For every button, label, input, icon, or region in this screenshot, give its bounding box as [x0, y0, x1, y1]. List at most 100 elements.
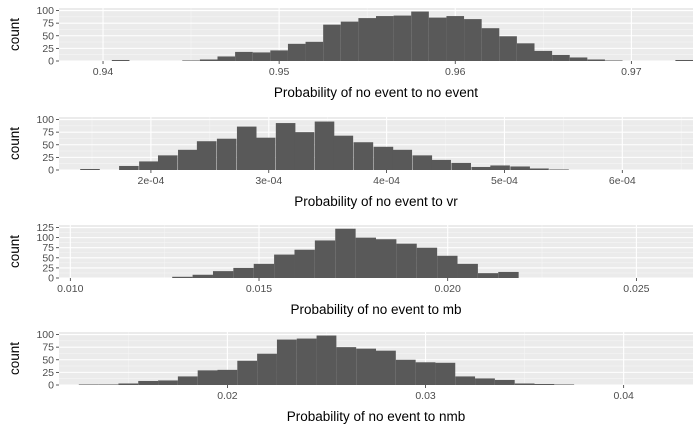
histogram-bar — [314, 240, 336, 278]
y-tick-label: 25 — [42, 43, 54, 55]
histogram-bar — [197, 370, 218, 385]
histogram-bar — [475, 378, 495, 385]
x-tick-label: 0.96 — [445, 66, 466, 78]
histogram-bar — [477, 273, 499, 278]
histogram-bar — [455, 376, 476, 385]
histogram-bar — [549, 169, 569, 170]
y-tick-label: 25 — [42, 152, 54, 164]
histogram-bar — [270, 50, 288, 61]
histogram-bar — [111, 59, 130, 61]
y-tick-label: 100 — [36, 5, 54, 17]
x-tick-label: 0.97 — [621, 66, 642, 78]
y-tick-label: 75 — [42, 18, 54, 30]
x-tick-label: 0.020 — [435, 283, 461, 295]
histogram-bar — [217, 369, 238, 385]
y-axis-title: count — [7, 235, 22, 268]
x-tick-label: 0.95 — [269, 66, 290, 78]
x-axis-title: Probability of no event to nmb — [287, 409, 466, 424]
histogram-bar — [296, 338, 317, 385]
histogram-bar — [604, 60, 623, 61]
histogram-bar — [393, 15, 412, 62]
histogram-bar — [314, 121, 335, 170]
histogram-bar — [376, 16, 394, 61]
y-axis-title: count — [7, 342, 22, 375]
x-axis-title: Probability of no event to mb — [290, 302, 461, 317]
histogram-bar — [376, 350, 396, 385]
histogram-bar — [275, 123, 296, 170]
histogram-bar — [233, 267, 254, 278]
histogram-bar — [253, 263, 275, 278]
histogram-bar — [498, 271, 519, 278]
histogram-bar — [158, 380, 178, 385]
y-tick-label: 0 — [48, 273, 54, 285]
histogram-bar — [157, 155, 178, 170]
y-tick-label: 0 — [48, 380, 54, 392]
histogram-bar — [305, 41, 324, 61]
histogram-bar — [287, 43, 306, 61]
histogram-bar — [494, 379, 515, 385]
y-tick-label: 50 — [42, 139, 54, 151]
y-tick-label: 75 — [42, 127, 54, 139]
histogram-bar — [196, 141, 217, 170]
x-tick-label: 3e-04 — [255, 175, 282, 187]
histogram-bar — [457, 263, 478, 278]
histogram-bar — [516, 43, 535, 61]
histogram-bar — [172, 276, 193, 278]
histogram-bar — [216, 138, 237, 170]
x-tick-label: 0.025 — [623, 283, 649, 295]
histogram-bar — [675, 59, 693, 61]
histogram-bar — [212, 271, 234, 278]
x-tick-label: 4e-04 — [373, 175, 400, 187]
x-tick-label: 0.04 — [613, 390, 634, 402]
histogram-bar — [178, 149, 198, 170]
histogram-bar — [323, 24, 341, 61]
y-tick-label: 0 — [48, 165, 54, 177]
y-axis-title: count — [7, 127, 22, 160]
x-tick-label: 0.03 — [415, 390, 436, 402]
histogram-bar — [554, 384, 575, 385]
histogram-bar — [98, 384, 119, 385]
histogram-bar — [252, 52, 271, 61]
histogram-bar — [316, 335, 337, 385]
histogram-bar — [435, 362, 456, 385]
histogram-bar — [353, 142, 374, 170]
histogram-bar — [139, 161, 159, 170]
histogram-bar — [376, 239, 397, 278]
histogram-bar — [255, 137, 276, 170]
histogram-bar — [392, 149, 413, 170]
y-tick-label: 0 — [48, 56, 54, 68]
x-tick-label: 0.02 — [217, 390, 238, 402]
y-tick-label: 100 — [36, 232, 54, 244]
histogram-bar — [416, 247, 438, 278]
y-tick-label: 125 — [36, 222, 54, 234]
histogram-bar — [355, 237, 376, 278]
histogram-bar — [192, 274, 213, 278]
y-tick-label: 100 — [36, 329, 54, 341]
histogram-bar — [437, 255, 458, 278]
histogram-bar — [257, 353, 277, 385]
y-tick-label: 50 — [42, 354, 54, 366]
histogram-bar — [294, 249, 315, 278]
y-tick-label: 25 — [42, 367, 54, 379]
histogram-bar — [373, 146, 394, 170]
histogram-bar — [237, 360, 258, 385]
histogram-bar — [534, 50, 553, 61]
histogram-bar — [395, 359, 416, 385]
histogram-bar — [587, 59, 605, 61]
histogram-bar — [499, 36, 517, 61]
histogram-bar — [333, 135, 354, 170]
histogram-bar — [274, 254, 295, 278]
x-tick-label: 0.015 — [246, 283, 272, 295]
histogram-bar — [415, 362, 436, 385]
histogram-bar — [412, 155, 433, 170]
histogram-bar — [340, 21, 359, 61]
histogram-bar — [118, 383, 139, 385]
histogram-bar — [396, 243, 417, 278]
x-tick-label: 0.010 — [57, 283, 83, 295]
